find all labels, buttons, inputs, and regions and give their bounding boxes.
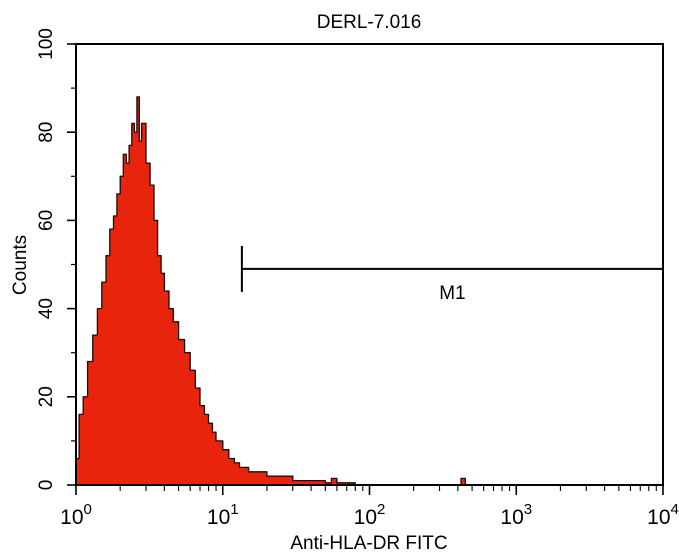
- x-tick-label-base: 10: [60, 506, 83, 529]
- x-tick-label-base: 10: [354, 506, 377, 529]
- x-tick-label-base: 10: [647, 506, 670, 529]
- x-tick-label: 104: [647, 501, 679, 529]
- y-axis-label: Counts: [10, 235, 31, 295]
- x-tick-label: 101: [207, 501, 239, 529]
- y-tick-label: 60: [36, 210, 57, 231]
- histogram-series-0: [75, 96, 664, 486]
- x-tick-label-exponent: 1: [230, 501, 238, 518]
- x-tick-label-base: 10: [500, 506, 523, 529]
- x-tick-label-exponent: 2: [377, 501, 385, 518]
- x-tick-label: 102: [354, 501, 386, 529]
- x-tick-label-exponent: 0: [84, 501, 92, 518]
- y-tick-label: 0: [36, 480, 57, 491]
- x-tick-label: 100: [60, 501, 92, 529]
- y-tick-label: 100: [36, 28, 57, 60]
- y-tick-label: 40: [36, 298, 57, 319]
- x-tick-label-exponent: 4: [671, 501, 679, 518]
- x-tick-label-exponent: 3: [524, 501, 532, 518]
- x-tick-label: 103: [500, 501, 532, 529]
- x-axis-label: Anti-HLA-DR FITC: [290, 533, 447, 554]
- marker-m1-label: M1: [439, 283, 465, 304]
- x-tick-label-base: 10: [207, 506, 230, 529]
- y-tick-label: 20: [36, 386, 57, 407]
- y-tick-label: 80: [36, 122, 57, 143]
- chart-title: DERL-7.016: [317, 12, 422, 33]
